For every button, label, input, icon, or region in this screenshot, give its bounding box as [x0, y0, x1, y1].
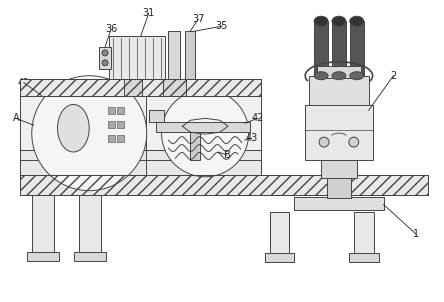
Bar: [265, 253, 294, 262]
Text: 31: 31: [143, 8, 155, 18]
Bar: [163, 79, 186, 95]
Text: 43: 43: [246, 133, 258, 143]
Circle shape: [162, 90, 249, 177]
Text: 41: 41: [18, 78, 30, 88]
Text: 1: 1: [413, 229, 419, 239]
Text: 36: 36: [105, 24, 117, 34]
Bar: [27, 252, 59, 261]
Bar: [294, 197, 384, 210]
Bar: [327, 178, 351, 198]
Bar: [79, 194, 101, 254]
Bar: [108, 108, 115, 114]
Bar: [270, 212, 289, 254]
Bar: [332, 21, 346, 76]
Bar: [349, 253, 379, 262]
Bar: [117, 121, 124, 128]
Ellipse shape: [332, 16, 346, 26]
Bar: [321, 160, 357, 178]
Ellipse shape: [314, 16, 328, 26]
Ellipse shape: [332, 72, 346, 80]
Bar: [168, 31, 180, 95]
Text: B: B: [224, 150, 230, 160]
Circle shape: [102, 50, 108, 56]
Bar: [305, 105, 373, 160]
Bar: [20, 79, 261, 95]
Ellipse shape: [58, 104, 89, 152]
Bar: [350, 21, 364, 76]
Circle shape: [319, 137, 329, 147]
Bar: [117, 108, 124, 114]
Bar: [99, 47, 111, 69]
Text: 2: 2: [390, 71, 396, 81]
Bar: [190, 132, 200, 160]
Bar: [20, 79, 261, 95]
Bar: [20, 175, 428, 194]
Bar: [32, 194, 54, 254]
Bar: [75, 252, 106, 261]
Text: 42: 42: [251, 113, 264, 123]
Bar: [117, 135, 124, 142]
Bar: [185, 31, 195, 79]
Bar: [20, 95, 261, 175]
Circle shape: [102, 60, 108, 66]
Bar: [109, 36, 165, 79]
Bar: [317, 66, 361, 78]
Bar: [20, 175, 428, 194]
Bar: [108, 135, 115, 142]
Bar: [124, 79, 142, 95]
Text: 35: 35: [216, 21, 228, 31]
Bar: [20, 175, 428, 194]
Bar: [314, 21, 328, 76]
Ellipse shape: [350, 16, 364, 26]
Bar: [354, 212, 373, 254]
Bar: [309, 76, 369, 105]
Bar: [20, 79, 261, 95]
Bar: [108, 121, 115, 128]
Bar: [155, 122, 250, 132]
Text: 37: 37: [192, 14, 204, 24]
Ellipse shape: [314, 72, 328, 80]
Circle shape: [349, 137, 359, 147]
Bar: [149, 110, 163, 122]
Circle shape: [32, 76, 147, 191]
Ellipse shape: [350, 72, 364, 80]
Bar: [20, 150, 261, 175]
Text: A: A: [12, 113, 19, 123]
